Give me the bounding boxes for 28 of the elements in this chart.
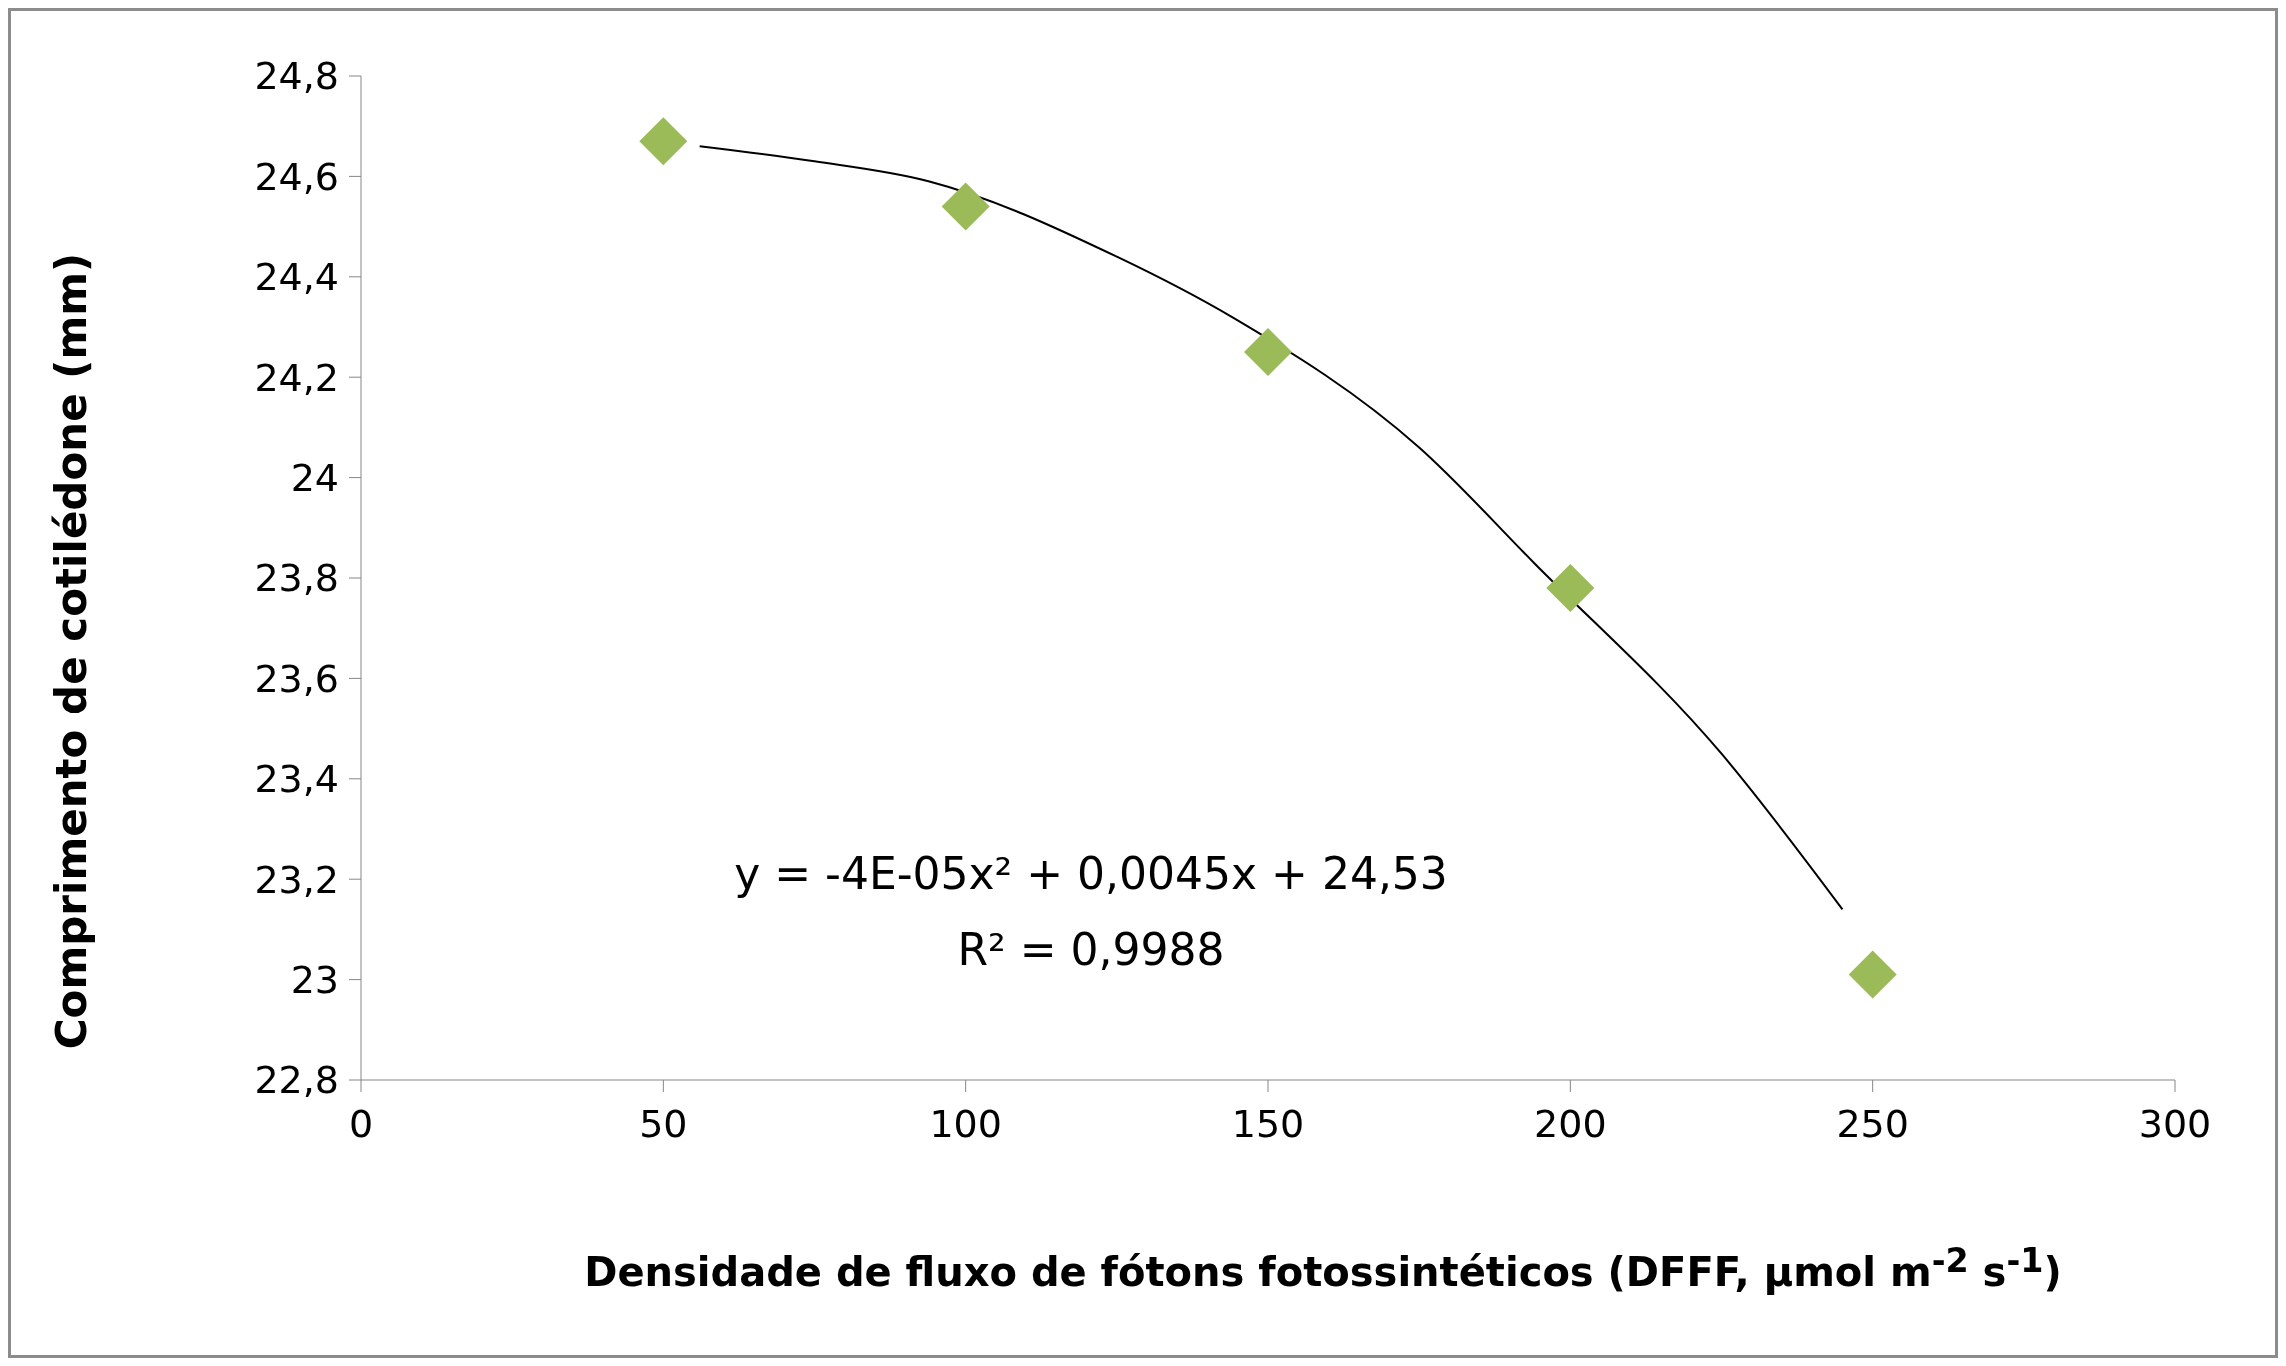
point [639, 117, 688, 166]
x-axis-title: Densidade de fluxo de fótons fotossintéticos (DFFF, µmol m$^{-2}$ s$^{-1}$) [583, 1241, 2063, 1296]
x-tick-label: 150 [1231, 1101, 1305, 1146]
y-tick-label: 24,6 [254, 154, 339, 199]
point [941, 182, 990, 231]
x-tick-label: 200 [1534, 1101, 1607, 1146]
y-tick-label: 23,6 [254, 656, 339, 701]
y-tick-label: 23,8 [254, 556, 339, 601]
annotation: y = -4E-05x² + 0,0045x + 24,53 [733, 847, 1449, 901]
y-tick-label: 22,8 [254, 1058, 339, 1103]
y-tick-label: 24,8 [254, 54, 339, 99]
y-tick-label: 23,4 [254, 757, 339, 802]
line-series [698, 145, 1844, 911]
x-tick-label: 300 [2138, 1101, 2212, 1146]
point [1546, 564, 1595, 613]
y-tick-label: 23 [290, 958, 339, 1003]
point [1244, 328, 1292, 377]
y-tick-label: 24,2 [254, 355, 339, 400]
x-tick-label: 250 [1836, 1101, 1909, 1146]
y-tick-label: 24 [290, 456, 339, 501]
x-tick-label: 50 [639, 1101, 688, 1146]
x-tick-label: 0 [348, 1101, 374, 1146]
annotation: R² = 0,9988 [956, 923, 1226, 977]
y-axis-title: Comprimento de cotilédone (mm) [46, 252, 96, 1050]
point [1848, 950, 1897, 999]
y-tick-label: 23,2 [254, 857, 339, 902]
y-tick-label: 24,4 [254, 255, 339, 300]
x-tick-label: 100 [929, 1101, 1002, 1146]
